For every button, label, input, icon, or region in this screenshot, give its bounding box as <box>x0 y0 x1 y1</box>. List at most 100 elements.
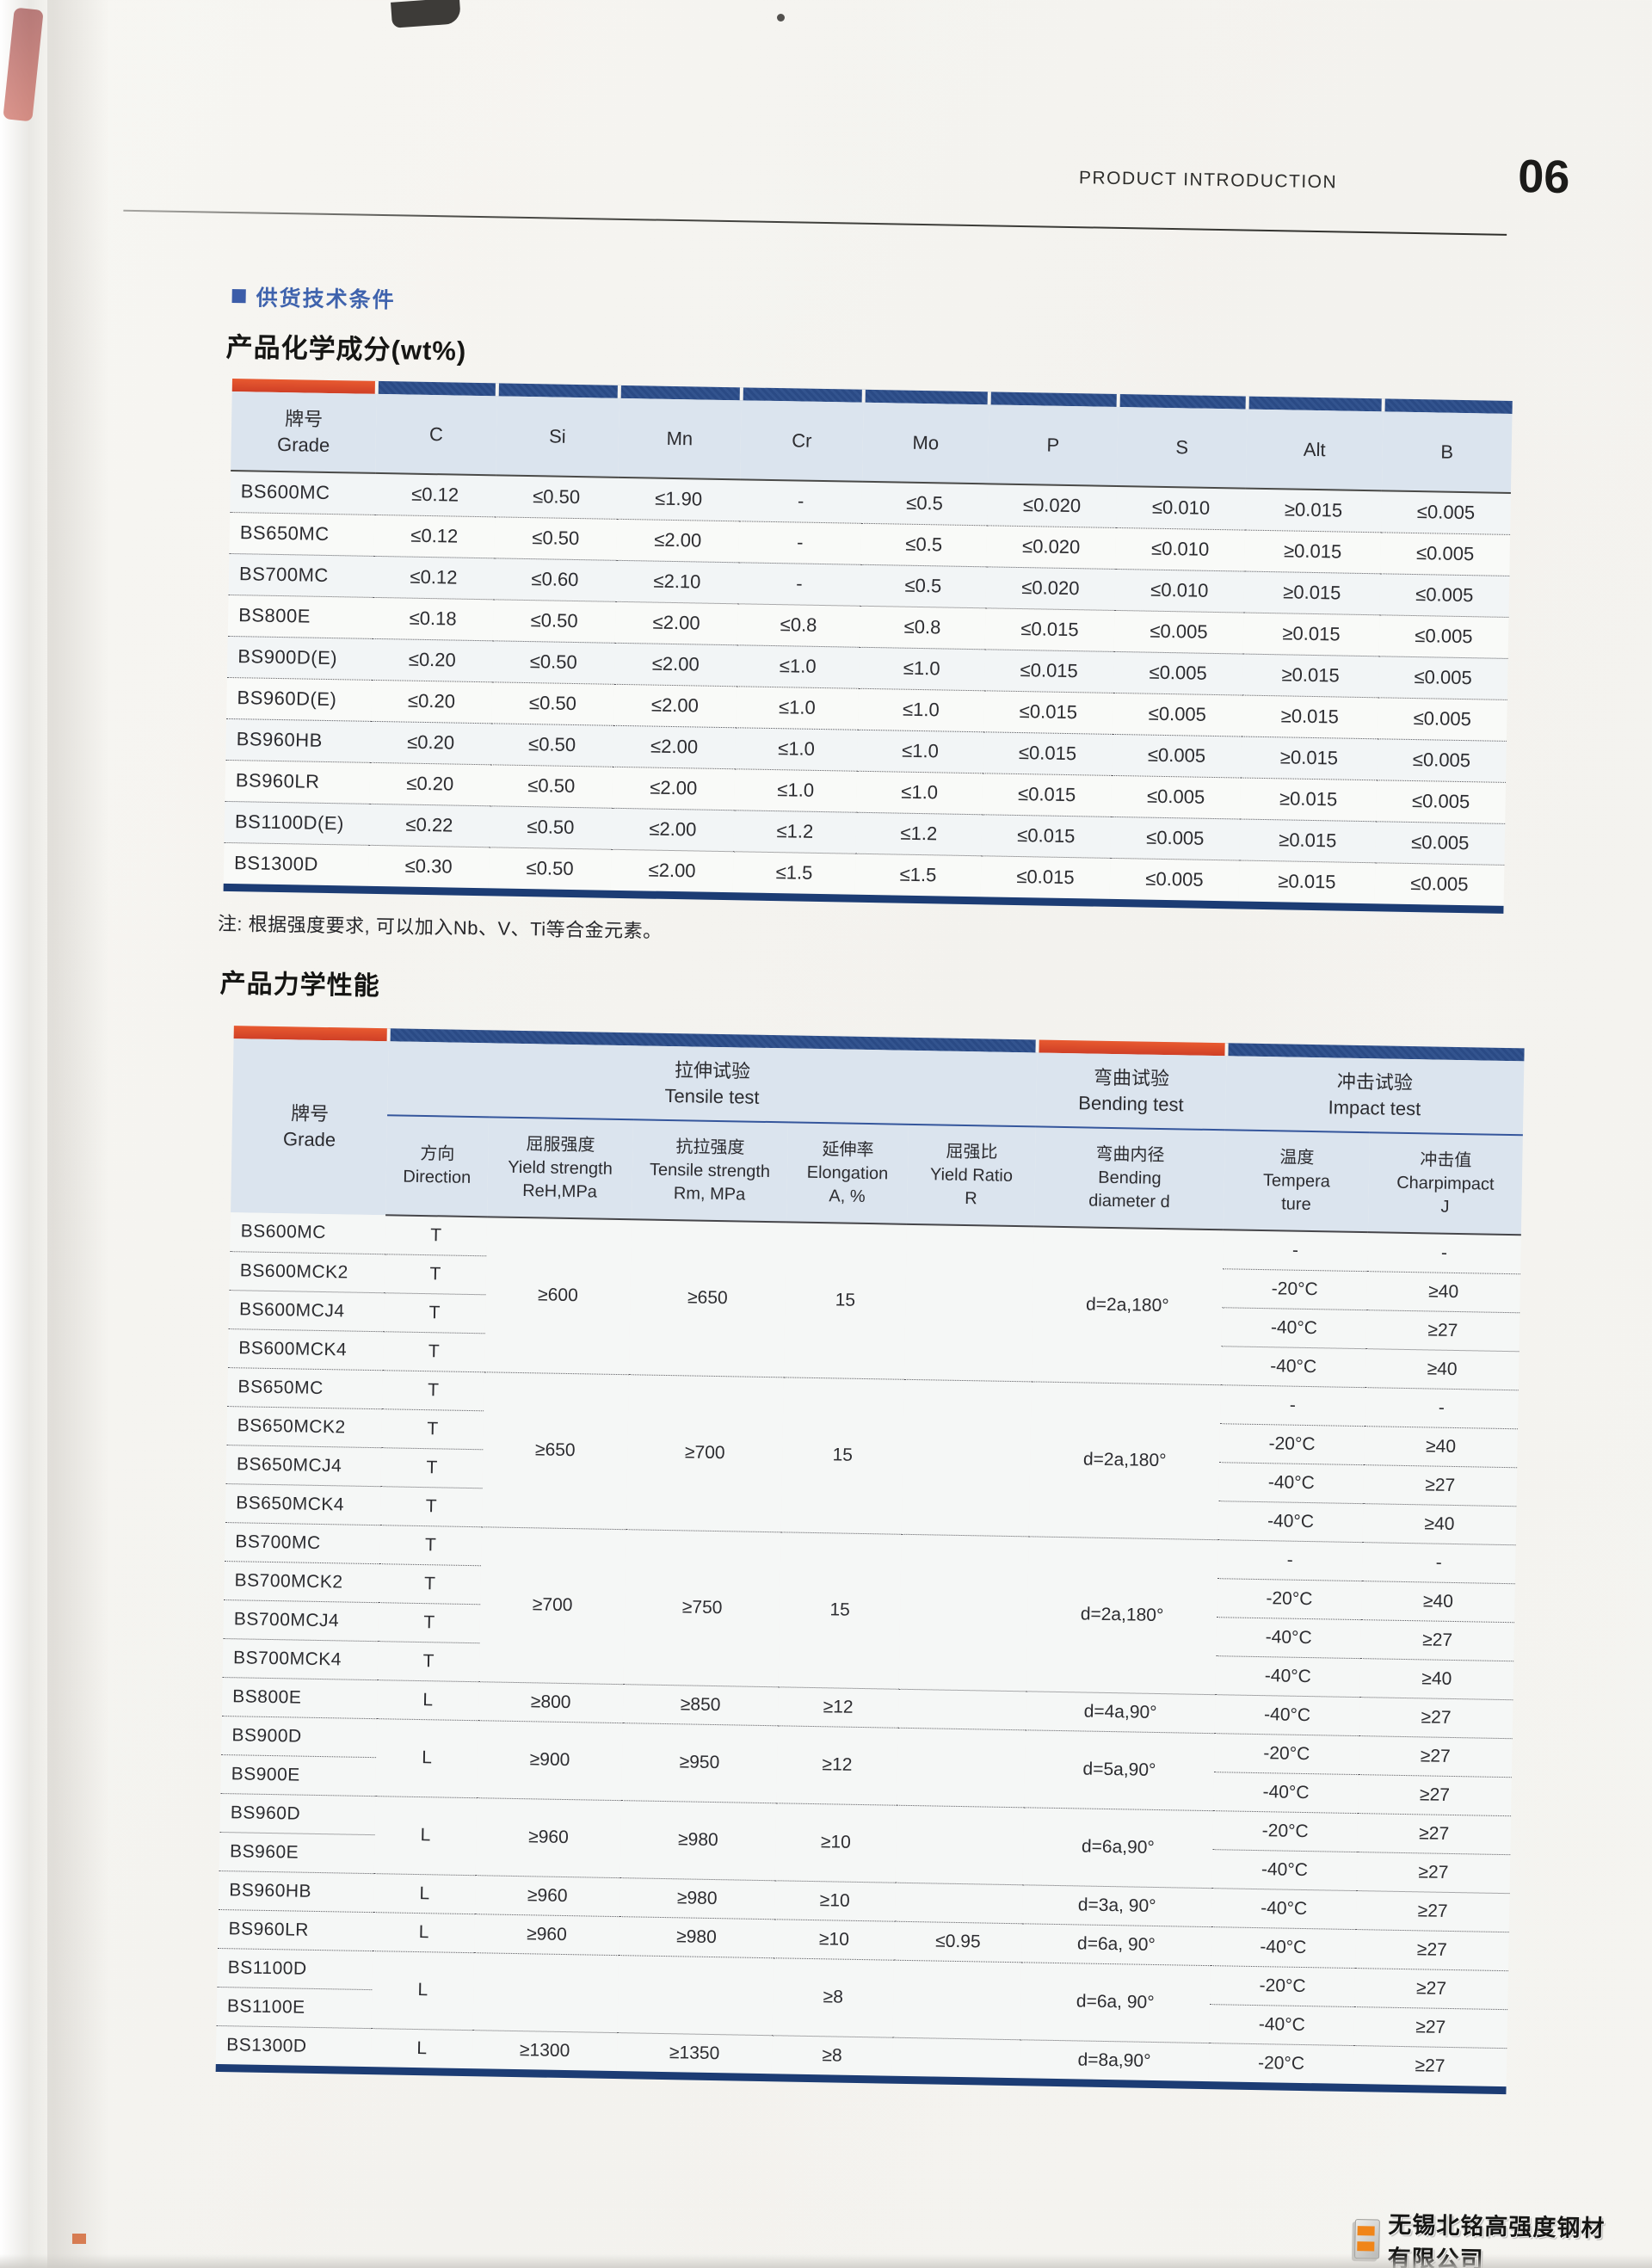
chem-col-header: P <box>987 404 1119 486</box>
grade-cell: BS960LR <box>225 759 371 804</box>
mech-value-cell: ≥800 <box>478 1681 624 1723</box>
mech-value-cell: T <box>377 1641 480 1682</box>
subcolumn-header-line: A, % <box>829 1186 866 1206</box>
subcolumn-header-line: Tempera <box>1262 1170 1331 1191</box>
chem-table-title: 产品化学成分(wt%) <box>225 331 467 367</box>
chem-value-cell: ≤1.2 <box>733 810 857 854</box>
chem-value-cell: ≤1.0 <box>736 644 860 688</box>
chem-value-cell: ≤1.0 <box>857 729 983 773</box>
mech-value-cell: -40°C <box>1213 1772 1359 1814</box>
grade-header-en: Grade <box>282 1128 336 1151</box>
mech-value-cell: -40°C <box>1211 1849 1358 1891</box>
mech-value-cell <box>898 1533 1029 1692</box>
chem-value-cell: ≤0.015 <box>981 814 1112 858</box>
section-bullet-icon <box>231 288 246 304</box>
mech-value-cell: ≥27 <box>1365 1310 1520 1352</box>
chem-value-cell: ≤0.20 <box>369 761 491 806</box>
mech-value-cell: ≥27 <box>1356 1852 1511 1894</box>
chemical-composition-table: 牌号 Grade C Si Mn Cr Mo P S Alt B BS600MC… <box>223 379 1513 914</box>
grade-cell: BS600MCK4 <box>227 1328 384 1371</box>
chem-value-cell: ≤2.00 <box>613 683 737 728</box>
grade-cell: BS700MC <box>225 1522 380 1564</box>
mech-value-cell: -40°C <box>1220 1346 1366 1388</box>
chem-value-cell: ≤2.10 <box>615 559 739 604</box>
mech-value-cell: -20°C <box>1219 1423 1365 1465</box>
mech-value-cell: ≥960 <box>474 1914 620 1956</box>
grade-cell: BS960D(E) <box>226 676 372 721</box>
chem-value-cell: ≤0.005 <box>1110 816 1241 860</box>
mech-subcolumn-header: 抗拉强度 Tensile strength Rm, MPa <box>632 1119 789 1223</box>
mech-value-cell: L <box>375 1718 478 1798</box>
mech-value-cell: d=8a,90° <box>1019 2039 1210 2082</box>
mech-value-cell: T <box>383 1292 486 1334</box>
grade-cell: BS700MC <box>228 552 374 597</box>
subcolumn-header-line: 温度 <box>1279 1147 1315 1168</box>
mech-value-cell: T <box>378 1602 481 1643</box>
mech-value-cell: ≥27 <box>1353 2045 1507 2087</box>
mech-value-cell <box>897 1727 1026 1808</box>
chem-value-cell: ≤0.005 <box>1113 609 1244 654</box>
chem-value-cell: ≤0.005 <box>1377 738 1507 782</box>
mech-value-cell <box>897 1688 1026 1730</box>
chem-value-cell: ≤0.015 <box>983 731 1113 775</box>
mech-value-cell: T <box>379 1486 483 1527</box>
mech-value-cell: - <box>1219 1384 1365 1427</box>
tensile-test-group-header: 拉伸试验 Tensile test <box>387 1041 1038 1127</box>
chem-value-cell: ≤0.015 <box>980 855 1111 899</box>
grade-cell: BS700MCJ4 <box>223 1599 379 1642</box>
subcolumn-header-line: ture <box>1281 1193 1311 1214</box>
grade-cell: BS800E <box>221 1677 378 1719</box>
chem-value-cell: ≤0.015 <box>982 773 1113 817</box>
mech-value-cell: 15 <box>780 1377 904 1534</box>
mech-value-cell: d=6a, 90° <box>1020 1962 1211 2043</box>
chem-col-header: Mn <box>618 398 742 480</box>
mech-value-cell: ≥960 <box>475 1797 622 1878</box>
chem-value-cell: ≤0.020 <box>987 484 1117 527</box>
subcolumn-header-line: Direction <box>403 1167 472 1187</box>
mech-subcolumn-header: 屈强比 Yield Ratio R <box>906 1124 1036 1227</box>
chem-table-note: 注: 根据强度要求, 可以加入Nb、V、Ti等合金元素。 <box>217 912 663 942</box>
chem-value-cell: ≤0.005 <box>1109 857 1240 902</box>
chem-value-cell: ≤0.60 <box>493 558 617 601</box>
chem-value-cell: ≤0.005 <box>1376 780 1507 823</box>
mech-value-cell: - <box>1217 1539 1363 1581</box>
chem-value-cell: ≤0.18 <box>372 596 494 641</box>
mech-value-cell: -20°C <box>1208 2043 1354 2085</box>
chem-value-cell: ≤0.50 <box>491 640 615 684</box>
page-header-title: PRODUCT INTRODUCTION <box>1078 168 1338 193</box>
mech-value-cell: -20°C <box>1217 1578 1362 1620</box>
chem-col-header: Si <box>496 396 620 478</box>
subcolumn-header-line: 屈服强度 <box>526 1134 595 1155</box>
grade-cell: BS650MCK4 <box>225 1483 381 1525</box>
bending-test-group-header: 弯曲试验 Bending test <box>1035 1052 1227 1131</box>
header-rule <box>123 209 1507 236</box>
subcolumn-header-line: R <box>965 1188 977 1208</box>
bending-group-en: Bending test <box>1078 1091 1184 1115</box>
grade-cell: BS960E <box>219 1832 375 1874</box>
chem-value-cell: ≤1.0 <box>858 646 985 691</box>
mech-value-cell: ≥27 <box>1359 1697 1513 1739</box>
mech-value-cell: ≥900 <box>477 1720 623 1801</box>
chem-value-cell: ≥0.015 <box>1239 818 1377 863</box>
subcolumn-header-line: Bending <box>1098 1168 1162 1188</box>
mech-value-cell: d=6a,90° <box>1022 1807 1214 1889</box>
mech-value-cell: d=5a,90° <box>1024 1729 1215 1811</box>
chem-value-cell: ≤0.5 <box>860 522 988 567</box>
subcolumn-header-line: Elongation <box>806 1162 889 1183</box>
mech-value-cell <box>617 1955 774 2036</box>
mech-value-cell: ≥12 <box>776 1725 898 1805</box>
mech-value-cell <box>892 1959 1022 2040</box>
mech-value-cell: ≥10 <box>774 1919 895 1960</box>
grade-cell: BS960HB <box>225 718 372 762</box>
chem-value-cell: ≥0.015 <box>1243 570 1381 615</box>
chem-value-cell: ≤1.5 <box>732 851 856 895</box>
mech-value-cell: ≥700 <box>478 1526 626 1685</box>
chem-value-cell: ≤0.50 <box>490 764 613 808</box>
mech-value-cell: ≥750 <box>623 1529 781 1687</box>
chem-value-cell: ≤0.20 <box>370 720 492 765</box>
chem-value-cell: ≤2.00 <box>611 807 735 852</box>
mech-value-cell: ≥980 <box>619 1877 775 1920</box>
grade-cell: BS900D <box>221 1716 377 1758</box>
mech-value-cell: - <box>1367 1232 1521 1274</box>
chem-value-cell: ≤0.005 <box>1380 532 1511 576</box>
